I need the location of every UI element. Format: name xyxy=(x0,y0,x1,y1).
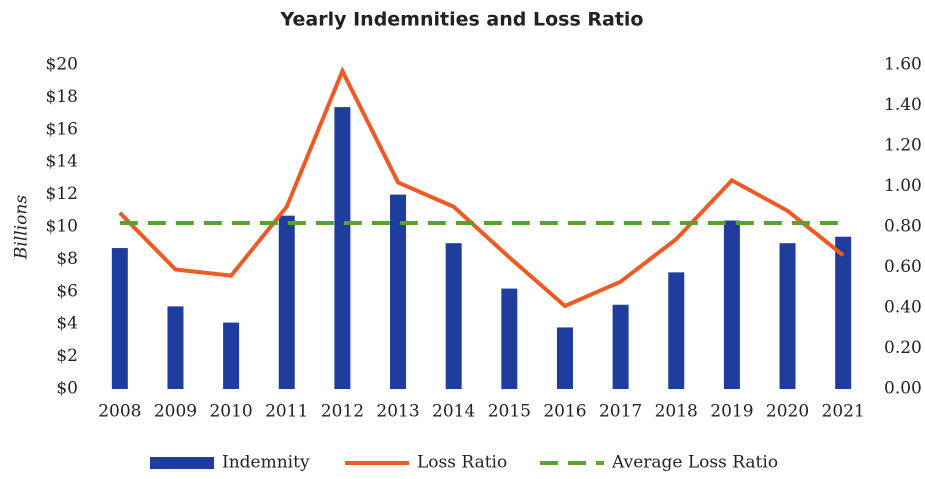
y-tick-label: $20 xyxy=(46,55,78,75)
x-tick-label: 2014 xyxy=(432,402,475,422)
x-tick-label: 2020 xyxy=(766,402,809,422)
bar xyxy=(501,288,518,389)
x-tick-label: 2021 xyxy=(822,402,865,422)
y2-tick-label: 1.00 xyxy=(884,176,922,196)
x-tick-label: 2016 xyxy=(543,402,586,422)
bar xyxy=(779,243,796,389)
y2-tick-label: 1.40 xyxy=(884,95,922,115)
x-tick-label: 2008 xyxy=(98,402,141,422)
y-tick-label: $0 xyxy=(56,379,78,399)
y-tick-label: $6 xyxy=(56,281,78,301)
x-tick-label: 2015 xyxy=(488,402,531,422)
y-axis-label: Billions xyxy=(12,195,32,260)
y-tick-label: $12 xyxy=(46,184,78,204)
legend-swatch xyxy=(150,457,214,469)
x-tick-label: 2013 xyxy=(376,402,419,422)
bar xyxy=(556,327,573,389)
chart-title: Yearly Indemnities and Loss Ratio xyxy=(280,9,644,31)
y2-tick-label: 0.40 xyxy=(884,298,922,318)
bar xyxy=(835,236,852,389)
bar xyxy=(445,243,462,389)
y-tick-label: $18 xyxy=(46,87,78,107)
legend-label: Indemnity xyxy=(222,453,310,473)
y-tick-label: $16 xyxy=(46,119,78,139)
x-tick-label: 2011 xyxy=(265,402,308,422)
y2-tick-label: 1.60 xyxy=(884,55,922,75)
y2-tick-label: 0.60 xyxy=(884,257,922,277)
x-tick-label: 2009 xyxy=(154,402,197,422)
legend-label: Average Loss Ratio xyxy=(611,453,778,473)
x-tick-label: 2018 xyxy=(655,402,698,422)
y-tick-label: $4 xyxy=(56,314,78,334)
y-tick-label: $8 xyxy=(56,249,78,269)
legend-label: Loss Ratio xyxy=(417,453,507,473)
y2-tick-label: 0.80 xyxy=(884,217,922,237)
x-tick-label: 2017 xyxy=(599,402,642,422)
y2-tick-label: 0.00 xyxy=(884,379,922,399)
y-tick-label: $10 xyxy=(46,217,78,237)
bar xyxy=(223,322,240,389)
line xyxy=(118,66,845,309)
bar xyxy=(723,220,740,389)
bar xyxy=(111,248,128,389)
bar xyxy=(278,215,295,389)
x-tick-label: 2019 xyxy=(710,402,753,422)
y-tick-label: $2 xyxy=(56,346,78,366)
y-tick-label: $14 xyxy=(46,152,78,172)
bar xyxy=(334,107,351,390)
bar xyxy=(390,194,407,389)
bar xyxy=(612,304,629,389)
x-tick-label: 2010 xyxy=(209,402,252,422)
bar xyxy=(668,272,685,389)
x-tick-label: 2012 xyxy=(321,402,364,422)
bar xyxy=(167,306,184,389)
y2-tick-label: 0.20 xyxy=(884,338,922,358)
y2-tick-label: 1.20 xyxy=(884,136,922,156)
